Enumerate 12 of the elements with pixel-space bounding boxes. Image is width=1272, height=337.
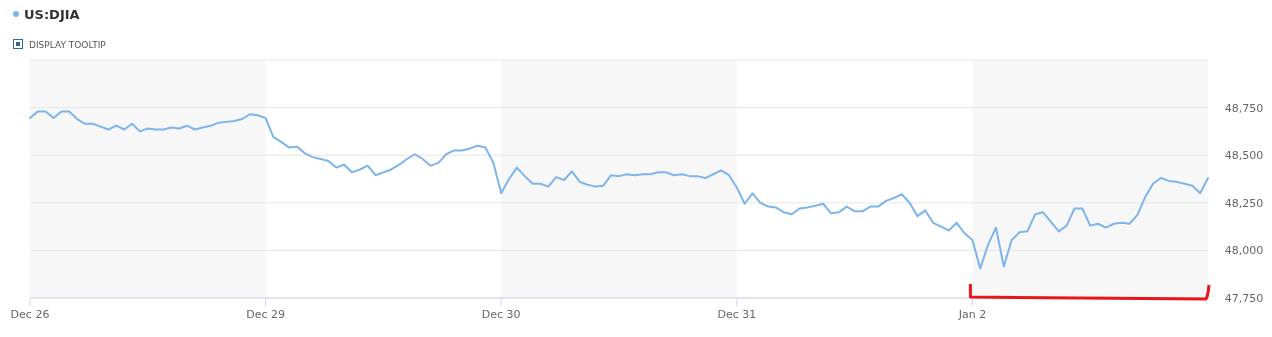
text: DISPLAY TOOLTIP [29,40,107,50]
y-tick-label: 48,750 [1224,101,1264,115]
x-tick-label: Dec 31 [717,308,757,321]
x-tick-label: Dec 30 [481,308,521,321]
y-tick-label: 48,000 [1224,244,1264,258]
y-tick-label: 48,500 [1224,149,1264,163]
x-tick-label: Jan 2 [957,308,987,321]
y-tick-label: 48,250 [1224,196,1264,210]
chart-title: US:DJIA [24,7,80,22]
x-tick-label: Dec 29 [246,308,285,321]
y-tick-label: 47,750 [1224,292,1264,305]
x-tick-label: Dec 26 [10,308,50,321]
